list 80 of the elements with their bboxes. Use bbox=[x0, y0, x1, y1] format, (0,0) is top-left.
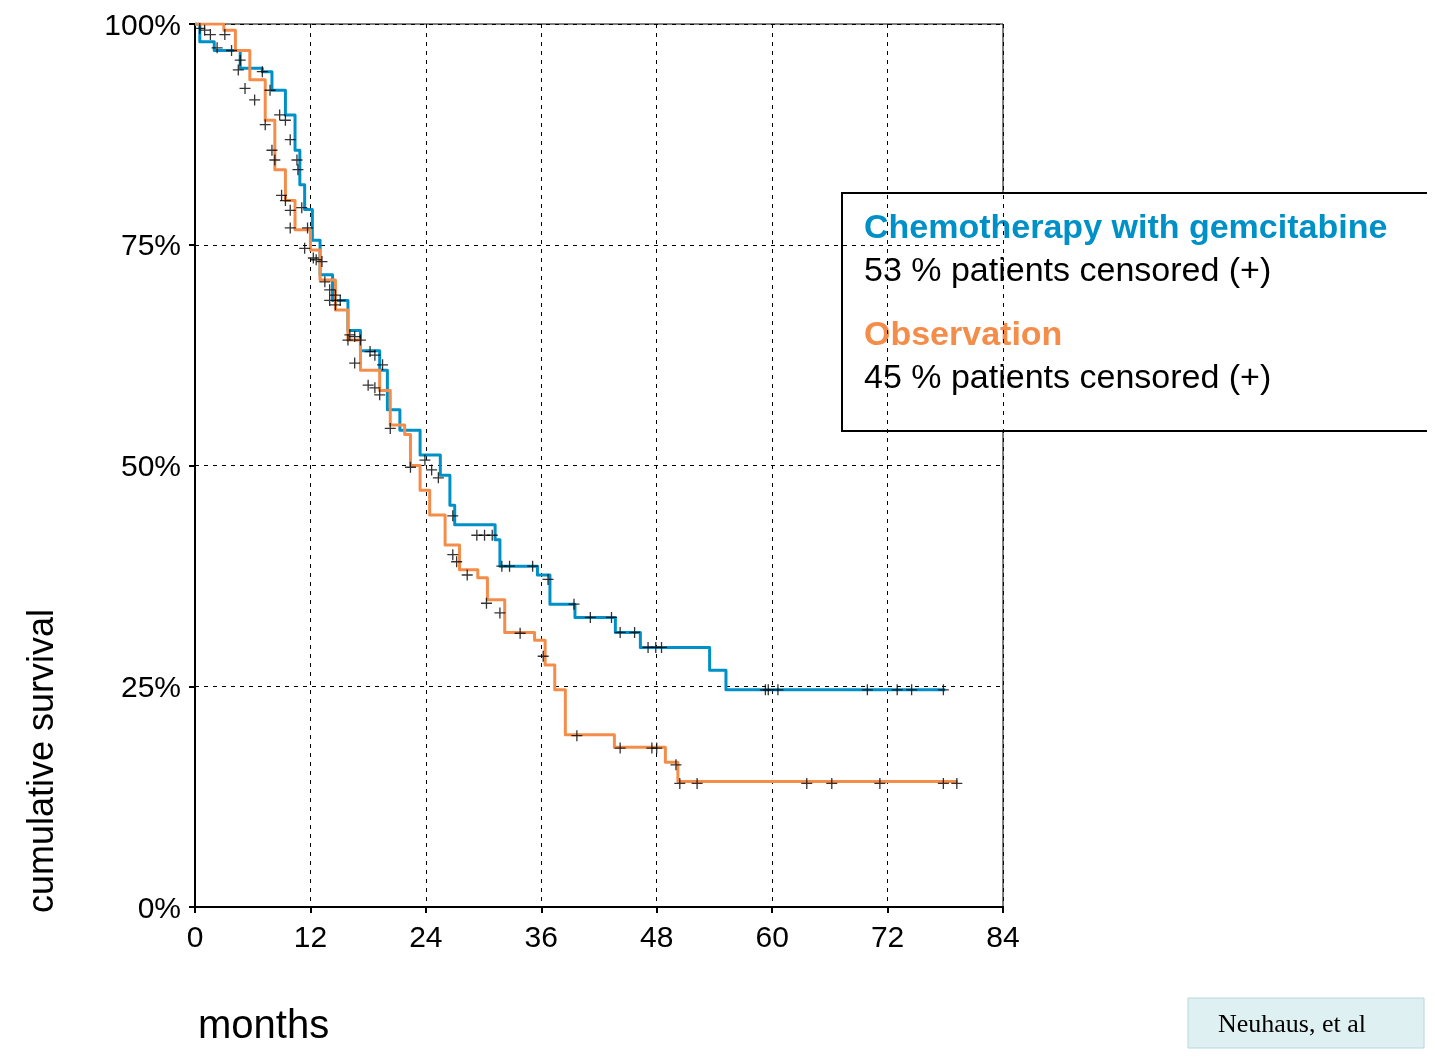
point bbox=[669, 758, 683, 771]
x-tick-label: 48 bbox=[640, 919, 674, 953]
point bbox=[493, 606, 507, 620]
point bbox=[937, 777, 950, 790]
point bbox=[284, 221, 297, 235]
point bbox=[259, 118, 272, 131]
annotation: 53 % patients censored (+) bbox=[864, 250, 1272, 288]
x-tick-label: 0 bbox=[186, 919, 204, 953]
point bbox=[248, 93, 261, 107]
point bbox=[628, 626, 641, 639]
point bbox=[238, 82, 252, 95]
point bbox=[861, 683, 874, 696]
x-tick-label: 84 bbox=[986, 919, 1020, 953]
point bbox=[650, 741, 663, 755]
point bbox=[605, 611, 618, 624]
point bbox=[284, 204, 297, 217]
point bbox=[384, 422, 397, 435]
x-tick-label: 36 bbox=[524, 919, 558, 953]
point bbox=[295, 201, 308, 214]
x-tick-label: 12 bbox=[293, 919, 328, 953]
point bbox=[614, 741, 627, 755]
point bbox=[937, 683, 950, 696]
point bbox=[225, 44, 238, 57]
point bbox=[950, 777, 963, 790]
point bbox=[541, 573, 555, 586]
annotation: 45 % patients censored (+) bbox=[864, 357, 1272, 395]
y-tick-label: 25% bbox=[120, 669, 181, 703]
point bbox=[263, 84, 277, 97]
point bbox=[341, 333, 355, 347]
point bbox=[614, 626, 627, 639]
point bbox=[461, 568, 474, 582]
point bbox=[537, 650, 550, 663]
point bbox=[290, 153, 304, 167]
point bbox=[800, 777, 813, 790]
point bbox=[210, 41, 224, 54]
x-tick-label: 24 bbox=[409, 919, 443, 953]
point bbox=[404, 461, 417, 474]
y-tick-label: 50% bbox=[120, 449, 181, 482]
point bbox=[284, 133, 297, 146]
point bbox=[873, 777, 887, 790]
point bbox=[301, 221, 314, 235]
point bbox=[348, 356, 361, 370]
point bbox=[298, 242, 311, 255]
x-tick-label: 60 bbox=[755, 919, 789, 953]
point bbox=[891, 683, 904, 696]
point bbox=[526, 560, 539, 573]
point bbox=[268, 153, 281, 167]
point bbox=[376, 358, 389, 371]
point bbox=[291, 163, 305, 176]
point bbox=[218, 28, 231, 41]
point bbox=[673, 777, 686, 790]
x-axis-title: months bbox=[198, 1002, 330, 1046]
point bbox=[570, 729, 584, 742]
y-tick-label: 75% bbox=[120, 228, 181, 262]
point bbox=[315, 255, 329, 268]
y-axis-title: cumulative survival bbox=[19, 608, 61, 913]
point bbox=[771, 683, 785, 696]
text: Neuhaus, et al bbox=[1218, 1008, 1367, 1038]
point bbox=[256, 65, 269, 78]
point bbox=[513, 627, 527, 640]
x-tick-label: 72 bbox=[870, 919, 905, 953]
point bbox=[234, 54, 247, 67]
point bbox=[567, 597, 581, 611]
point bbox=[265, 144, 279, 157]
text: Chemotherapy with gemcitabine bbox=[864, 207, 1388, 245]
y-tick-label: 100% bbox=[104, 7, 181, 41]
point bbox=[905, 683, 918, 696]
point bbox=[584, 611, 597, 624]
point bbox=[343, 328, 357, 341]
point bbox=[480, 597, 493, 610]
point bbox=[503, 560, 516, 573]
point bbox=[690, 777, 704, 790]
point bbox=[232, 63, 245, 77]
y-tick-label: 0% bbox=[137, 890, 181, 924]
point bbox=[446, 509, 459, 522]
point bbox=[825, 777, 838, 790]
point bbox=[655, 641, 668, 654]
text: Observation bbox=[864, 314, 1063, 352]
point bbox=[486, 529, 499, 542]
point bbox=[418, 454, 432, 467]
